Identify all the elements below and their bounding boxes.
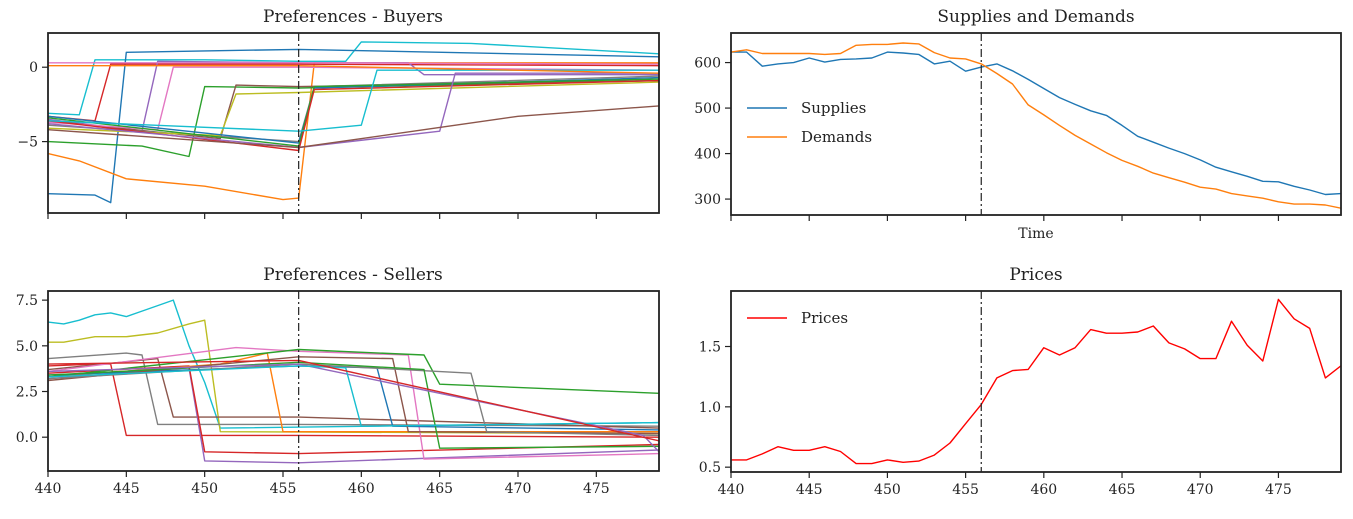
series-group [48, 299, 659, 464]
panel-preferences-buyers: Preferences - Buyers 0 −5 [17, 7, 660, 219]
series-group [731, 42, 1341, 209]
series-line-7 [48, 79, 659, 140]
panel-prices: Prices 440 445 450 455 460 465 470 475 1.5 1.0 0.5… [699, 265, 1342, 498]
series-line-14 [48, 72, 659, 149]
legend-label-supplies: Supplies [801, 99, 866, 117]
series-line-8 [48, 66, 659, 131]
x-tick-label: 440 [718, 482, 745, 498]
axes-frame [730, 32, 1342, 216]
series-line-15 [48, 363, 659, 453]
panel-preferences-sellers: Preferences - Sellers 440 445 450 455 460 465… [16, 265, 660, 497]
x-tick-label: 465 [1109, 482, 1136, 498]
x-tick-label: 475 [1265, 482, 1292, 498]
series-line-2 [48, 319, 659, 435]
series-line-17 [48, 62, 659, 65]
series-line-4 [48, 79, 659, 158]
x-tick-label: 440 [35, 481, 62, 497]
series-line-7 [48, 365, 659, 455]
panel-supplies-and-demands: Supplies and Demands Time 600 500 400 300 Su… [694, 7, 1342, 242]
series-group [48, 41, 659, 204]
series-line-3 [48, 363, 659, 438]
series-line-12 [48, 78, 659, 147]
y-tick-label: 7.5 [16, 293, 38, 309]
x-axis-label-supplies: Time [1018, 226, 1053, 242]
y-tick-label: 0 [29, 60, 38, 76]
series-group [731, 298, 1341, 465]
legend: Prices [747, 309, 848, 327]
series-line-10 [48, 81, 659, 137]
series-line-15 [48, 105, 659, 149]
y-tick-label: 0.5 [699, 460, 721, 476]
axes-frame [47, 290, 660, 472]
x-tick-label: 470 [505, 481, 532, 497]
chart-title-prices: Prices [1009, 265, 1062, 285]
chart-title-supplies: Supplies and Demands [937, 7, 1134, 27]
axes-frame [730, 290, 1342, 473]
x-tick-label: 460 [348, 481, 375, 497]
x-tick-label: 475 [583, 481, 610, 497]
y-tick-label: 1.0 [699, 400, 721, 416]
x-tick-label: 460 [1030, 482, 1057, 498]
series-line-16 [48, 365, 659, 427]
series-line-6 [48, 367, 659, 464]
y-tick-label: −5 [17, 135, 38, 151]
series-line-3 [48, 62, 659, 201]
series-line-1 [48, 299, 659, 429]
x-tick-label: 470 [1187, 482, 1214, 498]
x-tick-label: 455 [952, 482, 979, 498]
y-tick-label: 300 [694, 192, 721, 208]
y-tick-label: 0.0 [16, 430, 38, 446]
legend-label-demands: Demands [801, 128, 872, 146]
y-tick-label: 500 [694, 101, 721, 117]
axes-frame [47, 32, 660, 214]
y-tick-label: 400 [694, 147, 721, 163]
y-tick-label: 5.0 [16, 339, 38, 355]
x-tick-label: 445 [113, 481, 140, 497]
series-line-16 [48, 69, 659, 132]
y-tick-label: 2.5 [16, 385, 38, 401]
x-tick-label: 455 [270, 481, 297, 497]
legend-label-prices: Prices [801, 309, 848, 327]
series-line-demands [731, 42, 1341, 209]
y-tick-label: 600 [694, 56, 721, 72]
series-line-10 [48, 348, 659, 394]
chart-title-sellers: Preferences - Sellers [263, 265, 442, 285]
series-line-11 [48, 76, 659, 144]
series-line-prices [731, 298, 1341, 465]
y-tick-label: 1.5 [699, 340, 721, 356]
x-tick-label: 465 [426, 481, 453, 497]
legend: Supplies Demands [747, 99, 872, 146]
x-tick-label: 450 [874, 482, 901, 498]
x-tick-label: 450 [191, 481, 218, 497]
chart-title-buyers: Preferences - Buyers [263, 7, 443, 27]
series-line-4 [48, 352, 659, 427]
series-line-9 [48, 346, 659, 460]
x-tick-label: 445 [796, 482, 823, 498]
series-line-supplies [731, 51, 1341, 196]
